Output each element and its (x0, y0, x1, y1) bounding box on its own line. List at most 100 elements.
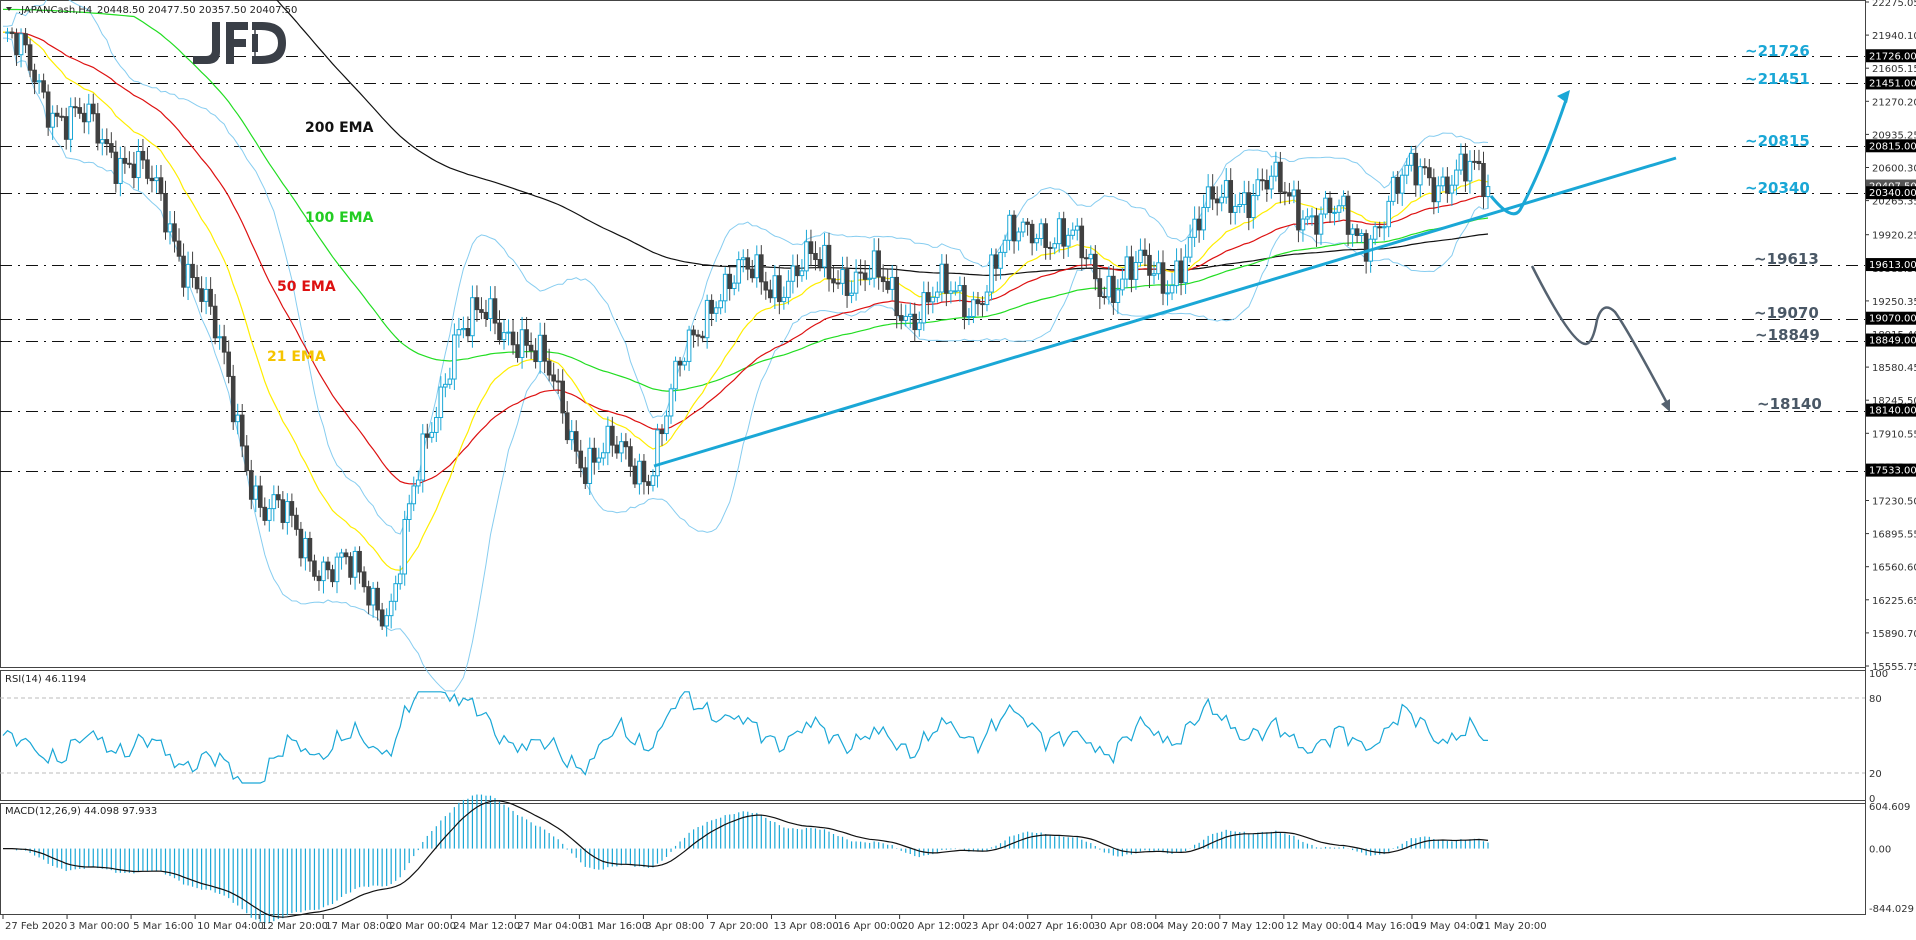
candle (578, 450, 584, 469)
level-label-18140: ~18140 (1757, 395, 1822, 413)
ema200-label: 200 EMA (305, 120, 374, 136)
candle (962, 285, 967, 318)
candle (564, 412, 570, 441)
candle (763, 281, 769, 291)
candle (1336, 205, 1342, 213)
candle (862, 272, 868, 280)
candle (912, 313, 918, 331)
candle (239, 414, 245, 447)
svg-text:21451.00: 21451.00 (1869, 78, 1916, 89)
candle (898, 315, 904, 321)
time-tick-label: 20 Mar 00:00 (389, 921, 456, 932)
candle (1106, 275, 1112, 298)
ema21-label: 21 EMA (267, 349, 326, 365)
candle (370, 587, 376, 606)
level-price-tag (1866, 76, 1916, 90)
candle (361, 571, 367, 588)
candle (903, 315, 909, 321)
time-tick-label: 24 Mar 12:00 (453, 921, 520, 932)
time-tick-label: 3 Apr 08:00 (645, 921, 704, 932)
ema50-line (3, 31, 1489, 485)
candle (664, 415, 669, 435)
candle (257, 485, 263, 508)
rsi-tick-label: 100 (1869, 669, 1888, 680)
candle (790, 265, 796, 282)
candle (1241, 192, 1247, 205)
price-tick-label: 18580.45 (1872, 363, 1916, 374)
candle (1273, 161, 1279, 177)
level-price-tag (1866, 186, 1916, 200)
macd-signal-line (3, 800, 1489, 918)
candle (72, 106, 78, 109)
candle (610, 425, 615, 446)
candle (587, 447, 593, 484)
candle (591, 447, 597, 463)
candle (686, 329, 692, 362)
horizontal-levels (0, 56, 1865, 472)
candle (1133, 261, 1139, 280)
svg-text:18849.00: 18849.00 (1869, 336, 1916, 347)
price-tick-label: 16560.60 (1872, 563, 1916, 574)
candle (1287, 192, 1292, 197)
rsi-series (2, 691, 1488, 784)
candle (668, 388, 674, 417)
candle (27, 44, 33, 71)
candle (244, 445, 250, 472)
price-tick-label: 18245.50 (1872, 396, 1916, 407)
candle (691, 329, 696, 336)
macd-title: MACD(12,26,9) 44.098 97.933 (5, 806, 157, 817)
candle (1377, 226, 1382, 229)
price-tick-label: 17910.55 (1872, 429, 1916, 440)
price-tick-label: 19920.25 (1872, 231, 1916, 242)
candle (786, 280, 791, 298)
candle (704, 299, 710, 339)
price-tick-label: 20935.25 (1872, 130, 1916, 141)
candle (1083, 257, 1089, 260)
candle (1463, 153, 1468, 182)
candle (1386, 200, 1391, 228)
svg-text:20815.00: 20815.00 (1869, 141, 1916, 152)
level-label-20340: ~20340 (1745, 179, 1810, 197)
candle (474, 297, 480, 311)
price-tick-label: 15555.75 (1872, 662, 1916, 673)
candle (226, 351, 231, 377)
candle (1481, 163, 1486, 198)
candle (772, 275, 778, 299)
candle (339, 552, 344, 558)
candle (1327, 197, 1333, 214)
dropdown-triangle-icon[interactable] (6, 7, 12, 11)
macd-histogram (3, 794, 1489, 924)
candle (131, 163, 137, 179)
time-tick-label: 4 May 20:00 (1158, 921, 1220, 932)
candle (1250, 195, 1256, 219)
candle (966, 315, 972, 318)
candle (280, 499, 286, 523)
main-price-panel (0, 0, 1866, 668)
candle (1052, 243, 1057, 249)
candle (59, 115, 64, 118)
candle (1065, 234, 1071, 247)
candle (307, 537, 313, 562)
candle (971, 299, 976, 317)
candle (176, 240, 182, 257)
candle (1138, 249, 1143, 263)
candle (989, 254, 994, 293)
candle (402, 519, 408, 575)
level-price-tag (1866, 463, 1916, 477)
candle (822, 244, 827, 268)
price-tick-label: 15890.70 (1872, 629, 1916, 640)
candle (1431, 177, 1437, 203)
candle (533, 350, 538, 363)
candle (118, 157, 123, 184)
candle (519, 329, 525, 358)
time-axis[interactable]: 27 Feb 2020 3 Mar 00:00 5 Mar 16:00 10 Mar … (2, 915, 1547, 932)
macd-tick-label: 0.00 (1869, 845, 1891, 856)
candle (907, 313, 913, 317)
macd-panel (0, 803, 1866, 915)
candle (515, 344, 520, 358)
price-tick-label: 16225.65 (1872, 596, 1916, 607)
price-axis[interactable]: 22275.05 21940.10 21605.15 21270.20 20935.25… (1865, 0, 1916, 915)
candle (95, 113, 101, 144)
